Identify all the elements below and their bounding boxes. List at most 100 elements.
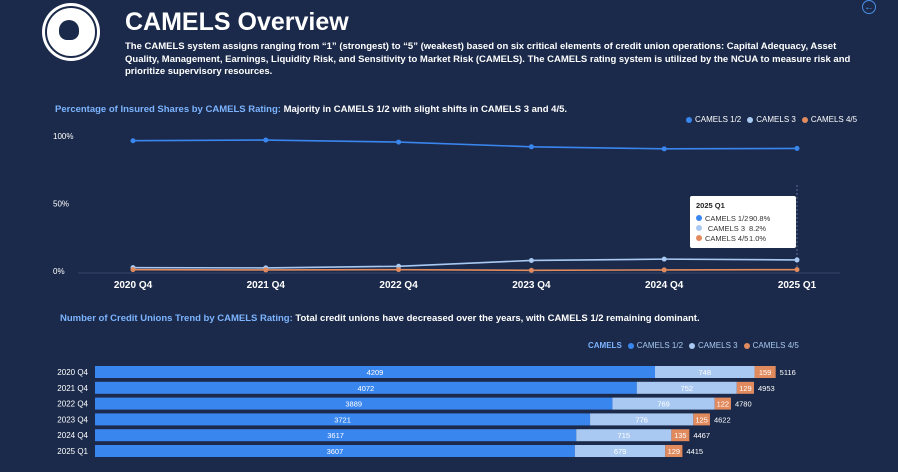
tooltip-row: CAMELS 3 8.2% [696,223,790,233]
y-tick-label: 50% [53,200,69,209]
bar-value-label: 769 [657,400,670,409]
series-point [528,257,534,263]
line-chart-tooltip: 2025 Q1 CAMELS 1/2 90.8% CAMELS 3 8.2% CAM… [690,196,796,248]
series-point [263,137,269,143]
bar-total-label: 4780 [735,400,752,409]
bar-legend-title: CAMELS [588,341,622,350]
bar-category-label: 2022 Q4 [57,400,88,409]
series-point [130,267,136,273]
line-chart-heading: Percentage of Insured Shares by CAMELS R… [55,104,567,115]
tooltip-row: CAMELS 4/5 1.0% [696,233,790,243]
bar-chart-heading: Number of Credit Unions Trend by CAMELS … [60,313,700,324]
bar-value-label: 4209 [367,368,384,377]
series-point [263,267,269,273]
series-line-2 [132,268,798,272]
bar-segment [576,429,672,442]
line-chart-legend: CAMELS 1/2 CAMELS 3 CAMELS 4/5 [680,115,857,124]
line-chart-heading-lead: Percentage of Insured Shares by CAMELS R… [55,104,281,115]
legend-label: CAMELS 4/5 [752,341,799,350]
bar-category-label: 2020 Q4 [57,368,88,377]
bar-chart-heading-lead: Number of Credit Unions Trend by CAMELS … [60,313,293,324]
bar-segment [95,381,637,394]
bar-segment [655,366,755,378]
x-tick-label: 2020 Q4 [114,280,153,291]
bar-segment [612,397,715,410]
bar-value-label: 679 [614,447,627,456]
ncua-seal-logo [42,3,100,61]
bar-value-label: 159 [759,368,772,377]
line-chart-heading-rest: Majority in CAMELS 1/2 with slight shift… [280,104,568,115]
x-tick-label: 2025 Q1 [778,280,817,291]
page-title: CAMELS Overview [125,8,349,36]
bar-value-label: 135 [674,431,687,440]
series-point [661,146,667,152]
bar-value-label: 715 [618,431,631,440]
bar-category-label: 2024 Q4 [57,431,88,440]
legend-item-camels3[interactable]: CAMELS 3 [689,341,738,350]
bar-segment [95,366,655,378]
tooltip-row-value: 90.8% [749,213,771,223]
x-tick-label: 2022 Q4 [379,280,418,291]
bar-segment [636,381,737,394]
tooltip-row-value: 1.0% [749,233,767,243]
series-point [661,256,667,262]
tooltip-row: CAMELS 1/2 90.8% [696,213,790,223]
bar-total-label: 4467 [693,431,710,440]
legend-item-camels45[interactable]: CAMELS 4/5 [801,115,857,124]
bar-value-label: 3721 [334,415,351,424]
legend-label: CAMELS 1/2 [695,115,742,124]
legend-item-camels45[interactable]: CAMELS 4/5 [743,341,799,350]
series-point [794,267,800,273]
legend-item-camels3[interactable]: CAMELS 3 [747,115,796,124]
legend-item-camels12[interactable]: CAMELS 1/2 [686,115,741,124]
bar-segment [693,413,710,426]
bar-segment [95,413,591,426]
series-point [528,144,534,150]
bar-value-label: 752 [681,384,694,393]
series-line-0 [132,139,798,150]
bar-value-label: 125 [695,415,708,424]
bar-segment [671,429,690,442]
tooltip-title: 2025 Q1 [696,201,725,210]
back-arrow-icon[interactable]: ← [862,0,876,14]
line-chart: 100% 50% 0% 2020 Q4 2021 Q4 2022 Q4 2023 Q4 202… [53,132,840,291]
bar-total-label: 5116 [780,368,796,377]
series-point [130,138,136,144]
bar-value-label: 122 [717,400,730,409]
series-point [396,139,402,145]
page-description: The CAMELS system assigns ranging from “… [125,41,851,77]
series-point [661,267,667,273]
bar-value-label: 4072 [358,384,375,393]
series-point [528,267,534,273]
tooltip-row-name: CAMELS 1/2 [705,213,749,223]
bar-chart-legend: CAMELS CAMELS 1/2 CAMELS 3 CAMELS 4/5 [588,341,799,350]
series-line-1 [132,258,798,269]
bar-category-label: 2021 Q4 [57,384,88,393]
bar-value-label: 129 [739,384,752,393]
bar-category-label: 2023 Q4 [57,415,88,424]
x-tick-label: 2024 Q4 [645,280,684,291]
y-tick-label: 100% [53,132,73,141]
bar-value-label: 3607 [327,447,344,456]
bar-total-label: 4953 [758,384,775,393]
bar-segment [95,429,577,442]
bar-category-label: 2025 Q1 [57,447,88,456]
tooltip-row-name: CAMELS 3 [707,223,745,233]
bar-value-label: 748 [699,368,712,377]
bar-segment [95,397,613,410]
tooltip-row-value: 8.2% [749,223,767,233]
series-point [794,257,800,263]
x-tick-label: 2023 Q4 [512,280,551,291]
bar-segment [574,445,666,457]
legend-item-camels12[interactable]: CAMELS 1/2 [627,341,683,350]
bar-total-label: 4622 [714,415,731,424]
tooltip-row-name: CAMELS 4/5 [705,233,749,243]
bar-total-label: 4415 [686,447,703,456]
bar-segment [590,413,694,426]
bar-segment [754,366,776,378]
bar-value-label: 129 [668,447,681,456]
bar-chart-heading-rest: Total credit unions have decreased over … [292,313,700,324]
series-point [396,267,402,273]
bar-value-label: 3617 [327,431,344,440]
legend-label: CAMELS 3 [756,115,796,124]
